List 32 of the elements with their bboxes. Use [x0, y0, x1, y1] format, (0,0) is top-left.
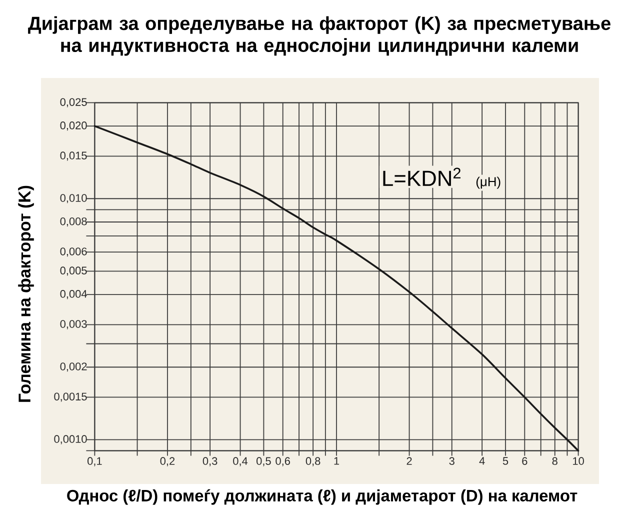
x-tick-label: 5: [502, 457, 508, 465]
x-tick-label: 3: [449, 457, 454, 465]
x-tick-label: 0,4: [233, 457, 248, 466]
y-tick-label: 0,0015: [54, 392, 87, 402]
x-tick-label: 1: [334, 457, 340, 465]
x-tick-label: 10: [573, 457, 584, 465]
y-tick-label: 0,020: [60, 122, 87, 131]
annotation: L=KDN$^{2}$: [383, 168, 460, 186]
chart-title: Дијаграм за определување на факторот (K) за пресметување на индуктивноста на еднослојни цилиндрични калеми: [28, 16, 610, 56]
y-tick-label: 0,004: [60, 290, 87, 300]
x-tick-label: 0,3: [202, 457, 218, 466]
annotation: (μH): [476, 176, 500, 189]
y-axis-title: Големина на факторот (K): [18, 186, 34, 402]
x-tick-label: 0,1: [88, 457, 102, 466]
x-axis-title: Однос (ℓ/D) помеѓу должината (ℓ) и дијаметарот (D) на калемот: [67, 489, 578, 505]
y-tick-label: 0,0010: [54, 435, 87, 444]
y-tick-label: 0,003: [60, 320, 87, 330]
y-tick-label: 0,025: [60, 98, 87, 108]
x-tick-label: 2: [406, 457, 412, 465]
x-tick-label: 0,2: [160, 457, 175, 466]
x-tick-label: 8: [552, 457, 558, 465]
y-tick-label: 0,015: [60, 152, 87, 161]
y-tick-label: 0,008: [60, 217, 87, 227]
x-tick-label: 0,5: [256, 457, 271, 466]
y-tick-label: 0,005: [60, 266, 87, 276]
x-tick-label: 0,8: [306, 457, 320, 466]
y-tick-label: 0,002: [60, 362, 87, 372]
x-tick-label: 4: [479, 457, 485, 465]
x-tick-label: 0,6: [276, 457, 290, 466]
y-tick-label: 0,006: [60, 248, 87, 257]
y-tick-label: 0,010: [60, 194, 87, 204]
x-tick-label: 6: [522, 457, 528, 465]
